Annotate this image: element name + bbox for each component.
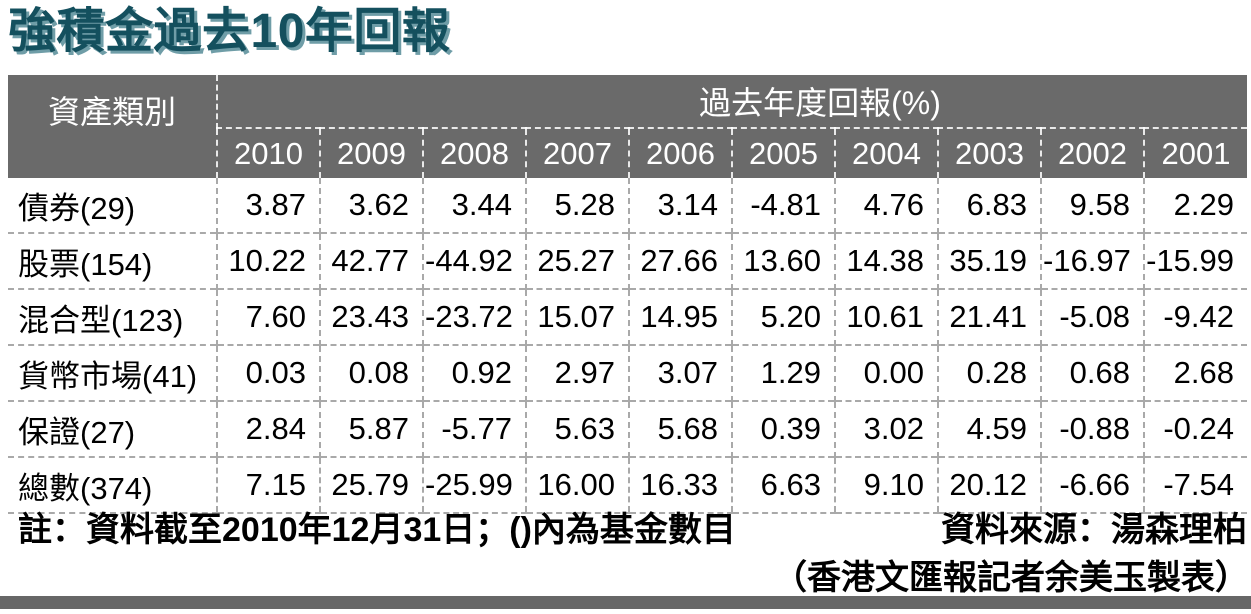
- value-cell: 6.83: [937, 178, 1041, 233]
- year-header: 2008: [422, 128, 526, 178]
- value-cell: 20.12: [937, 456, 1041, 514]
- row-label: 保證(27): [8, 400, 217, 457]
- value-cell: 14.38: [834, 232, 938, 289]
- value-cell: 4.59: [937, 400, 1041, 457]
- value-cell: 7.60: [216, 288, 320, 345]
- value-cell: 35.19: [937, 232, 1041, 289]
- value-cell: 27.66: [628, 232, 732, 289]
- value-cell: -7.54: [1143, 456, 1247, 514]
- value-cell: 0.28: [937, 344, 1041, 401]
- value-cell: -0.24: [1143, 400, 1247, 457]
- years-row: 2010 2009 2008 2007 2006 2005 2004 2003 2002 2001: [8, 128, 1247, 178]
- value-cell: 25.79: [319, 456, 423, 514]
- value-cell: 0.00: [834, 344, 938, 401]
- value-cell: -5.08: [1040, 288, 1144, 345]
- value-cell: 3.07: [628, 344, 732, 401]
- row-label: 貨幣市場(41): [8, 344, 217, 401]
- row-label: 總數(374): [8, 456, 217, 514]
- footnote: 註：資料截至2010年12月31日；()內為基金數目: [18, 511, 736, 549]
- year-header: 2010: [216, 128, 320, 178]
- value-cell: 0.68: [1040, 344, 1144, 401]
- value-cell: -44.92: [422, 232, 526, 289]
- returns-table-wrap: 資產類別 過去年度回報(%) 2010 2009 2008 2007 2006 2005 2…: [8, 75, 1247, 514]
- value-cell: 2.29: [1143, 178, 1247, 233]
- value-cell: -0.88: [1040, 400, 1144, 457]
- value-cell: 3.14: [628, 178, 732, 233]
- value-cell: 42.77: [319, 232, 423, 289]
- table-row: 保證(27) 2.84 5.87 -5.77 5.63 5.68 0.39 3.02 4.59…: [8, 400, 1247, 457]
- value-cell: -25.99: [422, 456, 526, 514]
- value-cell: 2.84: [216, 400, 320, 457]
- value-cell: 5.28: [525, 178, 629, 233]
- row-label: 股票(154): [8, 232, 217, 289]
- value-cell: 0.03: [216, 344, 320, 401]
- value-cell: -15.99: [1143, 232, 1247, 289]
- year-header: 2005: [731, 128, 835, 178]
- value-cell: 5.20: [731, 288, 835, 345]
- value-cell: -6.66: [1040, 456, 1144, 514]
- value-cell: 23.43: [319, 288, 423, 345]
- table-row: 總數(374) 7.15 25.79 -25.99 16.00 16.33 6.63 9.1…: [8, 456, 1247, 514]
- credit-line: （香港文匯報記者余美玉製表）: [773, 559, 1249, 597]
- value-cell: 15.07: [525, 288, 629, 345]
- value-cell: 5.63: [525, 400, 629, 457]
- value-cell: 16.00: [525, 456, 629, 514]
- value-cell: 3.62: [319, 178, 423, 233]
- row-label: 混合型(123): [8, 288, 217, 345]
- year-header: 2004: [834, 128, 938, 178]
- value-cell: 0.39: [731, 400, 835, 457]
- returns-group-header: 過去年度回報(%): [216, 75, 1247, 129]
- table-row: 混合型(123) 7.60 23.43 -23.72 15.07 14.95 5.20 10…: [8, 288, 1247, 345]
- value-cell: 10.22: [216, 232, 320, 289]
- value-cell: 3.44: [422, 178, 526, 233]
- value-cell: 9.58: [1040, 178, 1144, 233]
- value-cell: 0.08: [319, 344, 423, 401]
- year-header: 2001: [1143, 128, 1247, 178]
- value-cell: 6.63: [731, 456, 835, 514]
- value-cell: -23.72: [422, 288, 526, 345]
- value-cell: -16.97: [1040, 232, 1144, 289]
- year-header: 2003: [937, 128, 1041, 178]
- year-header: 2009: [319, 128, 423, 178]
- value-cell: 25.27: [525, 232, 629, 289]
- value-cell: 2.97: [525, 344, 629, 401]
- value-cell: 10.61: [834, 288, 938, 345]
- value-cell: 7.15: [216, 456, 320, 514]
- footnote-row: 註：資料截至2010年12月31日；()內為基金數目 資料來源：湯森理柏: [18, 502, 1247, 551]
- value-cell: 2.68: [1143, 344, 1247, 401]
- data-source: 資料來源：湯森理柏: [941, 511, 1247, 549]
- value-cell: -4.81: [731, 178, 835, 233]
- returns-table: 資產類別 過去年度回報(%) 2010 2009 2008 2007 2006 2005 2…: [8, 75, 1247, 514]
- value-cell: -5.77: [422, 400, 526, 457]
- year-header: 2002: [1040, 128, 1144, 178]
- value-cell: 4.76: [834, 178, 938, 233]
- value-cell: 16.33: [628, 456, 732, 514]
- table-header: 資產類別 過去年度回報(%) 2010 2009 2008 2007 2006 2005 2…: [8, 75, 1247, 178]
- value-cell: -9.42: [1143, 288, 1247, 345]
- row-label: 債券(29): [8, 178, 217, 233]
- table-body: 債券(29) 3.87 3.62 3.44 5.28 3.14 -4.81 4.76 6.83…: [8, 178, 1247, 514]
- table-row: 貨幣市場(41) 0.03 0.08 0.92 2.97 3.07 1.29 0.00 0.2…: [8, 344, 1247, 401]
- value-cell: 1.29: [731, 344, 835, 401]
- page-title: 強積金過去10年回報: [8, 5, 451, 58]
- value-cell: 13.60: [731, 232, 835, 289]
- year-header: 2007: [525, 128, 629, 178]
- table-row: 股票(154) 10.22 42.77 -44.92 25.27 27.66 13.60 1…: [8, 232, 1247, 289]
- table-row: 債券(29) 3.87 3.62 3.44 5.28 3.14 -4.81 4.76 6.83…: [8, 178, 1247, 233]
- value-cell: 21.41: [937, 288, 1041, 345]
- value-cell: 0.92: [422, 344, 526, 401]
- value-cell: 5.68: [628, 400, 732, 457]
- value-cell: 9.10: [834, 456, 938, 514]
- value-cell: 3.02: [834, 400, 938, 457]
- bottom-bar: [0, 596, 1251, 609]
- value-cell: 14.95: [628, 288, 732, 345]
- year-header: 2006: [628, 128, 732, 178]
- asset-class-header: 資產類別: [8, 75, 217, 178]
- value-cell: 3.87: [216, 178, 320, 233]
- value-cell: 5.87: [319, 400, 423, 457]
